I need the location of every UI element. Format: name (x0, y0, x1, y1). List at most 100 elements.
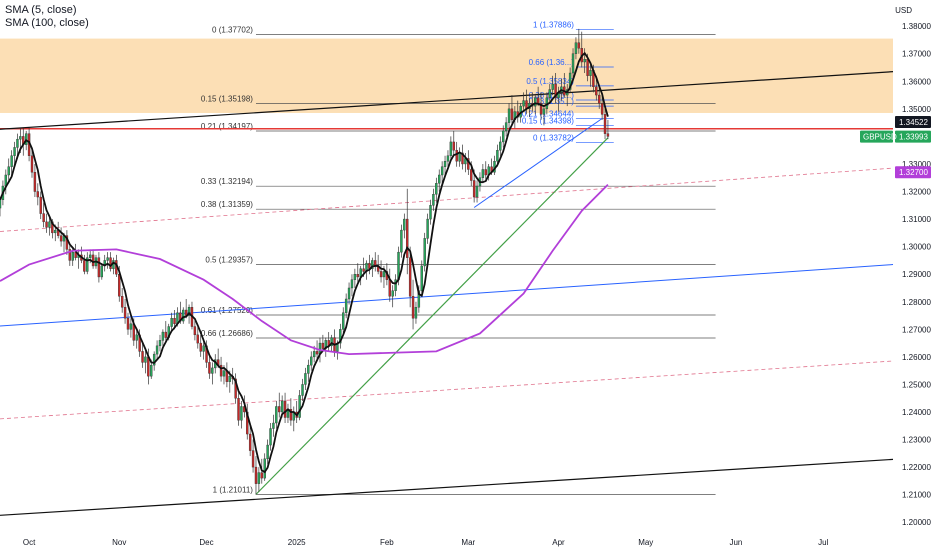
y-tick-label: 1.37000 (902, 50, 931, 59)
y-tick-label: 1.35000 (902, 105, 931, 114)
candle-body (54, 229, 57, 234)
y-tick-label: 1.27000 (902, 325, 931, 334)
candle-body (420, 265, 423, 291)
symbol-badge-bg (860, 130, 893, 143)
candle-body (289, 409, 293, 421)
candle-body (606, 133, 610, 137)
candle-body (502, 130, 505, 143)
candle-body (312, 351, 316, 358)
candle-body (470, 169, 473, 181)
fib-small-label: 0.38 (1.35...) (529, 91, 575, 100)
candle-body (362, 268, 365, 272)
candle-body (598, 94, 601, 104)
blue-trend-line (0, 264, 894, 327)
candle-body (182, 309, 185, 322)
candle-body (356, 274, 359, 278)
x-tick-label: Jul (818, 538, 828, 547)
candle-body (144, 356, 147, 363)
y-tick-label: 1.38000 (902, 22, 931, 31)
candle-body (429, 205, 432, 220)
candle-body (388, 279, 391, 297)
candle-body (129, 323, 133, 330)
candle-body (0, 199, 2, 209)
candle-body (196, 334, 199, 344)
candle-body (440, 166, 444, 176)
y-tick-label: 1.31000 (902, 215, 931, 224)
candle-body (298, 395, 301, 418)
y-tick-label: 1.26000 (902, 353, 931, 362)
y-tick-label: 1.20000 (902, 518, 931, 527)
fib-level-label: 0 (1.37702) (212, 25, 253, 34)
candle-body (414, 307, 418, 319)
candle-body (347, 287, 351, 300)
fib-level-label: 0.66 (1.26686) (201, 329, 253, 338)
candle-body (97, 257, 101, 278)
candle-body (173, 318, 176, 325)
bottom-trend-line (0, 458, 894, 516)
candle-body (211, 367, 214, 374)
candle-body (10, 155, 13, 167)
green-trend-line (255, 137, 609, 495)
y-tick-label: 1.36000 (902, 77, 931, 86)
candle-body (315, 351, 319, 355)
legend-sma100[interactable]: SMA (100, close) (5, 17, 89, 29)
candle-body (150, 364, 153, 377)
candle-body (13, 147, 16, 156)
y-tick-label: 1.25000 (902, 380, 931, 389)
legend-sma5[interactable]: SMA (5, close) (5, 4, 77, 16)
candle-body (461, 152, 464, 165)
candle-body (481, 169, 485, 178)
x-tick-label: Jun (729, 538, 742, 547)
candle-body (344, 298, 348, 313)
fib-small-label: 0.5 (1.35834) (526, 77, 574, 86)
candle-body (257, 472, 261, 484)
x-tick-label: Feb (380, 538, 394, 547)
candle-body (39, 196, 42, 214)
candle-body (260, 472, 263, 479)
candle-body (438, 174, 441, 184)
x-tick-label: Oct (23, 538, 36, 547)
candle-body (307, 364, 310, 374)
x-tick-label: May (638, 538, 653, 547)
channel-dashed-line (0, 360, 894, 420)
candle-body (228, 375, 231, 382)
candle-body (251, 450, 255, 468)
candle-body (435, 183, 438, 195)
candle-body (45, 221, 48, 228)
candle-body (321, 342, 325, 349)
candle-body (484, 169, 487, 176)
candle-body (499, 141, 502, 151)
candle-body (542, 108, 546, 115)
candle-body (155, 345, 159, 355)
fib-small-label: 0.66 (1.36...) (529, 58, 575, 67)
candle-body (248, 433, 252, 451)
sma100-line (0, 184, 609, 356)
fib-level-label: 0.38 (1.31359) (201, 200, 253, 209)
sma5-line (0, 51, 609, 474)
candle-body (237, 398, 240, 421)
candle-body (120, 296, 124, 308)
candle-body (219, 364, 223, 377)
candle-body (551, 83, 554, 90)
candle-body (426, 218, 429, 239)
candle-body (19, 136, 22, 140)
candle-body (263, 458, 266, 479)
candle-body (135, 334, 138, 341)
y-tick-label: 1.29000 (902, 270, 931, 279)
y-tick-label: 1.30000 (902, 243, 931, 252)
resistance-trend-line (0, 71, 894, 130)
candle-body (266, 444, 269, 460)
candle-body (446, 155, 450, 162)
candle-body (571, 53, 575, 74)
fib-small-label: 0.21 (1.34644) (522, 110, 574, 119)
candle-body (118, 274, 121, 297)
channel-dashed-line (0, 167, 894, 232)
x-tick-label: 2025 (288, 538, 306, 547)
fib-small-label: 0 (1.33782) (533, 133, 574, 142)
candle-body (100, 265, 104, 278)
currency-label: USD (895, 6, 912, 15)
candle-body (382, 271, 386, 278)
candle-body (170, 318, 173, 327)
candle-body (30, 155, 34, 173)
